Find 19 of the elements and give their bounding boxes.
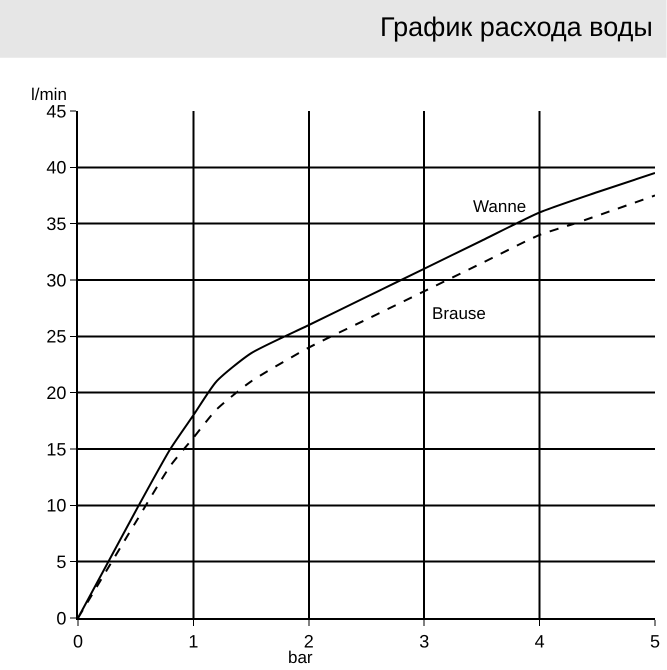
y-tick-label: 25 (46, 326, 66, 347)
series-label: Wanne (473, 197, 526, 216)
y-tick-label: 40 (46, 158, 66, 178)
y-tick-label: 30 (46, 270, 66, 290)
y-tick-label: 45 (46, 101, 66, 122)
x-tick-label: 0 (72, 632, 84, 652)
x-tick-label: 4 (534, 632, 545, 652)
y-tick-label: 35 (46, 214, 66, 234)
series-label: Brause (432, 304, 486, 323)
x-tick-label: 1 (188, 632, 198, 652)
y-tick-label: 5 (56, 552, 66, 572)
y-tick-label: 0 (56, 608, 66, 628)
chart-title: График расхода воды (380, 12, 653, 42)
x-tick-label: 5 (650, 632, 660, 652)
y-tick-label: 20 (46, 382, 66, 403)
y-axis-title: l/min (31, 85, 67, 104)
y-tick-label: 15 (46, 439, 66, 460)
x-tick-label: 3 (419, 632, 430, 652)
y-tick-label: 10 (46, 496, 66, 516)
